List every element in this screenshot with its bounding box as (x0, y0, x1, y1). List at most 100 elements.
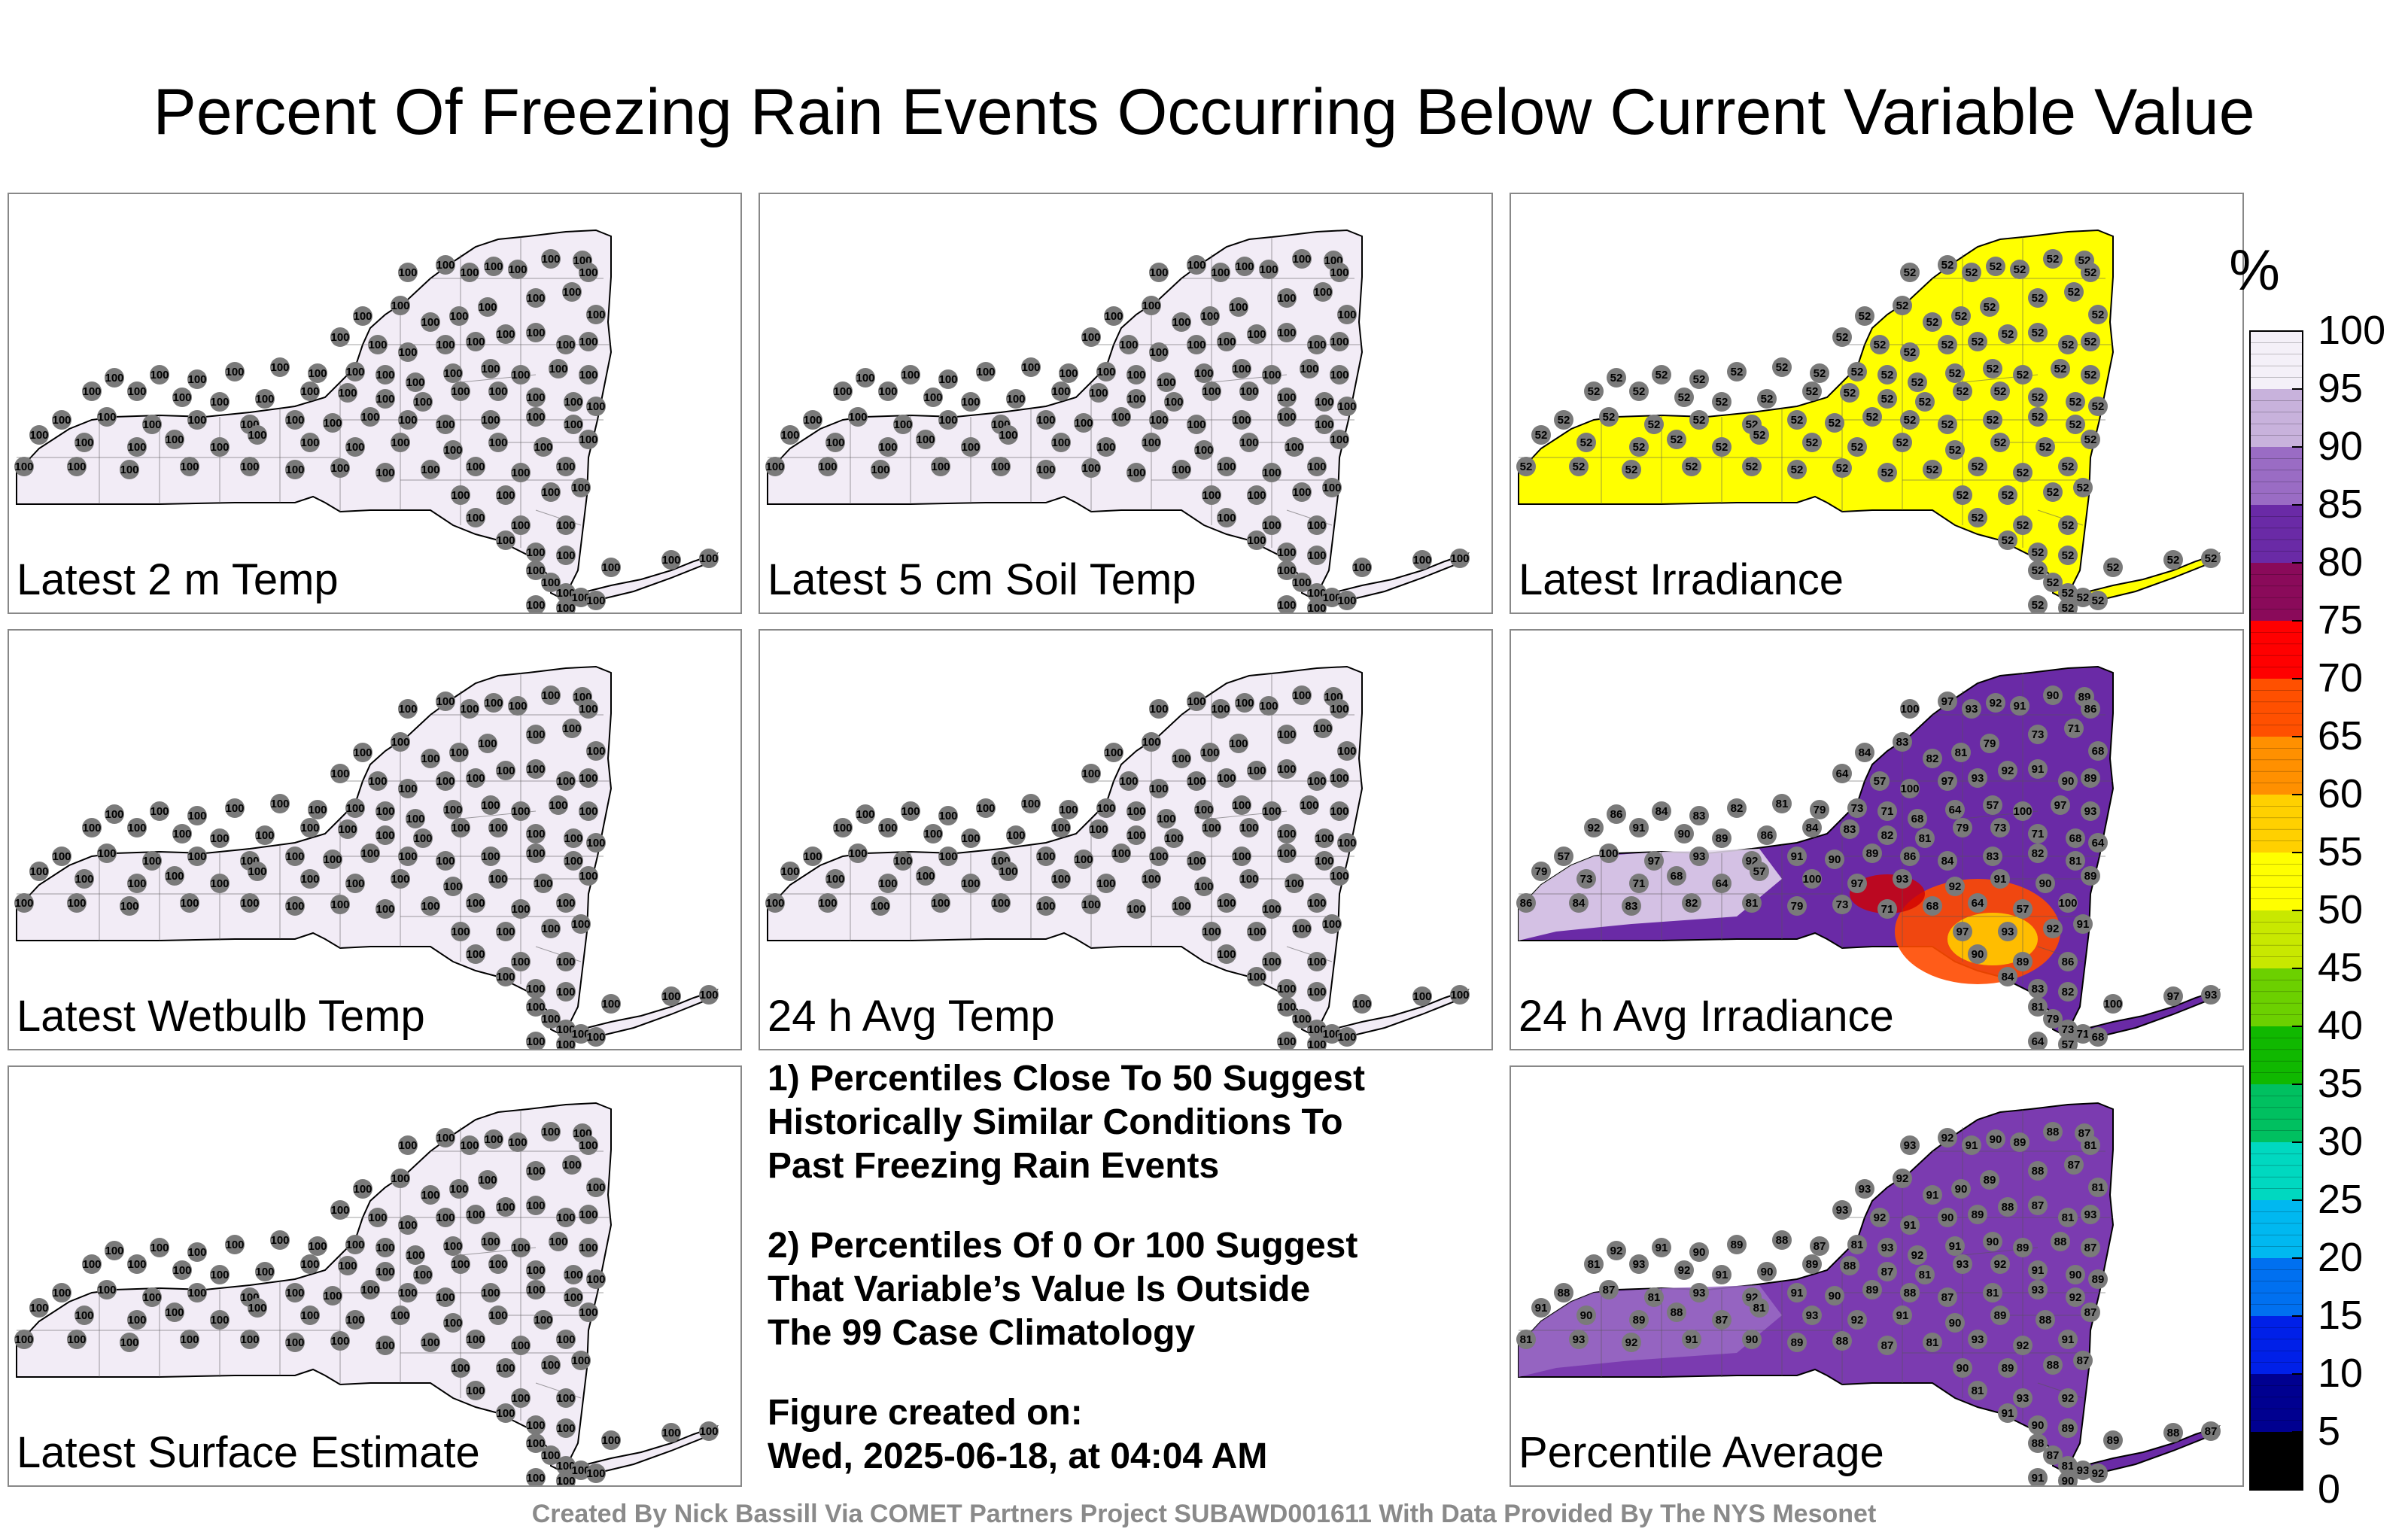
svg-text:52: 52 (1994, 385, 2007, 398)
svg-text:89: 89 (1806, 1258, 1819, 1271)
station-marker: 93 (1962, 699, 1981, 719)
station-marker: 100 (398, 699, 418, 719)
svg-text:100: 100 (1149, 266, 1168, 279)
svg-text:100: 100 (285, 900, 304, 913)
station-marker: 97 (2163, 986, 2183, 1006)
station-marker: 100 (556, 1388, 576, 1408)
station-marker: 100 (526, 1032, 546, 1049)
station-marker: 100 (1104, 743, 1123, 762)
svg-text:100: 100 (180, 460, 199, 473)
station-marker: 100 (187, 847, 207, 866)
station-marker: 100 (436, 1128, 455, 1147)
svg-text:100: 100 (481, 414, 500, 427)
svg-text:100: 100 (436, 259, 455, 272)
station-marker: 100 (345, 1310, 365, 1330)
station-marker: 100 (451, 1358, 470, 1378)
station-marker: 100 (1217, 332, 1236, 351)
svg-text:100: 100 (478, 301, 497, 314)
svg-text:100: 100 (1337, 745, 1356, 758)
svg-text:100: 100 (375, 393, 394, 406)
station-marker: 100 (1247, 761, 1266, 780)
svg-text:100: 100 (1262, 805, 1281, 818)
colorbar-tick-label: 95 (2318, 366, 2364, 411)
svg-text:100: 100 (765, 897, 784, 910)
station-marker: 100 (549, 1232, 568, 1251)
station-marker: 92 (1674, 1260, 1694, 1280)
svg-text:93: 93 (2084, 1208, 2097, 1221)
colorbar-tick-label: 80 (2318, 540, 2364, 585)
svg-text:100: 100 (466, 512, 485, 524)
station-marker: 90 (1742, 1330, 1762, 1349)
station-marker: 82 (2028, 843, 2048, 863)
station-marker: 100 (1277, 407, 1297, 427)
svg-text:100: 100 (323, 1290, 342, 1302)
svg-text:52: 52 (1949, 367, 1962, 380)
station-marker: 64 (1712, 874, 1732, 893)
station-marker: 100 (1307, 515, 1327, 535)
svg-text:100: 100 (1292, 576, 1311, 589)
svg-text:100: 100 (511, 1242, 530, 1254)
station-marker: 100 (421, 896, 440, 916)
svg-text:84: 84 (1859, 746, 1871, 759)
station-marker: 100 (511, 1336, 531, 1355)
station-marker: 52 (1727, 362, 1747, 381)
station-marker: 73 (1576, 869, 1596, 889)
station-marker: 100 (1262, 365, 1282, 385)
station-marker: 100 (1292, 573, 1312, 592)
svg-text:52: 52 (2077, 482, 2090, 494)
station-marker: 93 (1629, 1254, 1649, 1274)
station-marker: 100 (1337, 591, 1357, 610)
svg-text:100: 100 (1330, 805, 1348, 818)
station-marker: 100 (1194, 877, 1214, 896)
svg-text:100: 100 (1081, 768, 1100, 780)
station-marker: 100 (579, 1135, 598, 1155)
station-marker: 100 (466, 332, 485, 351)
station-marker: 100 (534, 874, 553, 893)
svg-text:68: 68 (2069, 832, 2082, 845)
svg-text:52: 52 (1610, 372, 1623, 385)
station-marker: 73 (2028, 725, 2048, 744)
svg-text:86: 86 (2084, 703, 2097, 716)
station-marker: 87 (2073, 1351, 2093, 1370)
station-marker: 100 (120, 896, 139, 916)
station-marker: 100 (413, 828, 433, 848)
svg-text:100: 100 (1307, 775, 1326, 788)
svg-text:81: 81 (1955, 746, 1968, 759)
station-marker: 100 (285, 896, 305, 916)
svg-text:100: 100 (187, 1246, 206, 1259)
svg-text:100: 100 (285, 1287, 304, 1299)
svg-text:100: 100 (549, 1236, 567, 1248)
station-marker: 52 (2081, 430, 2100, 449)
svg-text:100: 100 (97, 1284, 116, 1296)
station-marker: 89 (1787, 1333, 1807, 1352)
station-marker: 100 (579, 1205, 598, 1224)
svg-text:100: 100 (375, 1339, 394, 1352)
svg-text:100: 100 (330, 1204, 349, 1217)
station-marker: 100 (661, 986, 681, 1006)
svg-text:100: 100 (436, 339, 455, 351)
svg-text:100: 100 (375, 369, 394, 381)
station-marker: 100 (225, 798, 245, 818)
svg-text:100: 100 (541, 923, 560, 935)
station-marker: 100 (526, 1433, 546, 1453)
station-marker: 100 (549, 359, 568, 378)
svg-text:100: 100 (165, 870, 184, 883)
svg-text:71: 71 (1633, 877, 1646, 890)
station-marker: 79 (1953, 818, 1972, 837)
panel-24h-avg-temp: 100 100 100 100 100 100 100 100 100 100 100 100 100 1… (759, 629, 1493, 1050)
station-marker: 88 (2051, 1232, 2070, 1251)
station-marker: 100 (2058, 893, 2078, 913)
svg-text:100: 100 (496, 1201, 515, 1214)
station-marker: 100 (1450, 985, 1470, 1005)
svg-text:52: 52 (1731, 366, 1744, 378)
svg-text:100: 100 (436, 418, 455, 431)
svg-text:100: 100 (526, 728, 545, 741)
station-marker: 100 (142, 415, 162, 434)
station-marker: 100 (127, 381, 147, 401)
station-marker: 100 (1096, 437, 1116, 457)
svg-text:82: 82 (1686, 897, 1698, 910)
svg-text:100: 100 (443, 1317, 462, 1330)
station-marker: 100 (74, 1306, 94, 1325)
